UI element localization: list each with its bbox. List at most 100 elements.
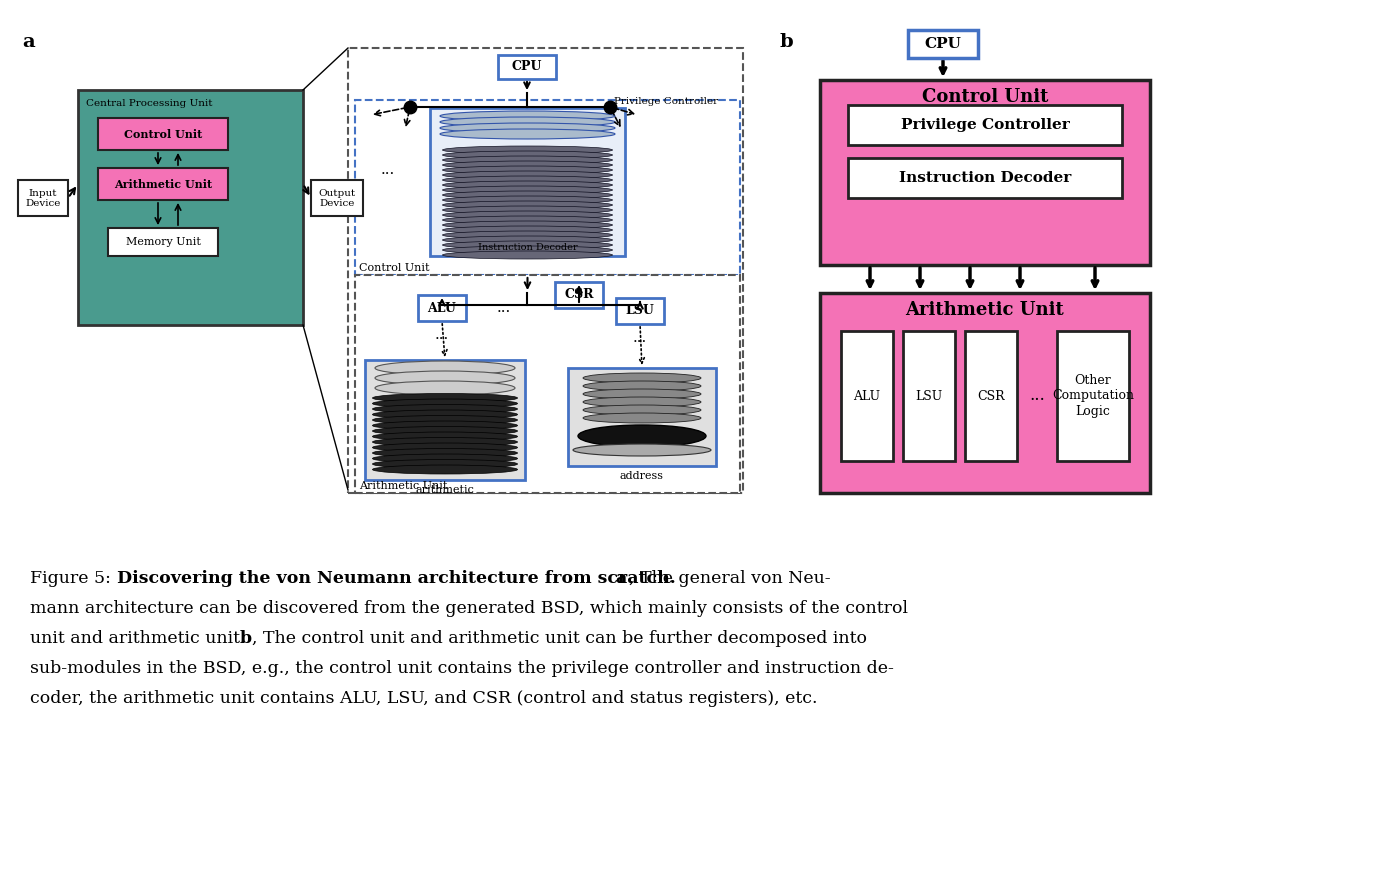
Text: Input: Input [29, 189, 58, 198]
Bar [498, 55, 556, 79]
Ellipse shape [440, 123, 615, 133]
Text: b: b [241, 630, 252, 647]
Text: Memory Unit: Memory Unit [125, 237, 201, 247]
Text: ...: ... [1028, 387, 1045, 405]
Text: Figure 5:: Figure 5: [30, 570, 111, 587]
Ellipse shape [443, 221, 612, 229]
Ellipse shape [443, 161, 612, 169]
Ellipse shape [443, 176, 612, 184]
Bar [418, 295, 466, 321]
Ellipse shape [373, 405, 517, 413]
Ellipse shape [443, 231, 612, 239]
Bar [18, 180, 67, 216]
Ellipse shape [443, 236, 612, 244]
Ellipse shape [373, 432, 517, 441]
Ellipse shape [440, 111, 615, 121]
Ellipse shape [443, 181, 612, 189]
Text: ...: ... [434, 328, 450, 342]
Ellipse shape [583, 389, 701, 399]
Ellipse shape [583, 413, 701, 423]
Ellipse shape [375, 381, 516, 395]
Bar [908, 30, 978, 58]
Text: , The general von Neu-: , The general von Neu- [628, 570, 830, 587]
Bar [355, 275, 740, 493]
Ellipse shape [373, 399, 517, 408]
Ellipse shape [443, 146, 612, 154]
Ellipse shape [443, 246, 612, 254]
Text: Control Unit: Control Unit [921, 88, 1048, 106]
Ellipse shape [443, 211, 612, 219]
Text: Privilege Controller: Privilege Controller [615, 96, 718, 106]
Text: address: address [620, 471, 664, 481]
Text: Control Unit: Control Unit [359, 263, 429, 273]
Text: Instruction Decoder: Instruction Decoder [899, 171, 1071, 185]
Bar [842, 331, 892, 461]
Ellipse shape [578, 425, 705, 447]
Text: Device: Device [25, 198, 60, 207]
Text: CPU: CPU [924, 37, 961, 51]
Bar [98, 118, 228, 150]
Ellipse shape [583, 397, 701, 407]
Text: arithmetic: arithmetic [415, 485, 474, 495]
Text: unit and arithmetic unit.: unit and arithmetic unit. [30, 630, 257, 647]
Text: Instruction Decoder: Instruction Decoder [477, 244, 578, 253]
Ellipse shape [373, 421, 517, 430]
Text: coder, the arithmetic unit contains ALU, LSU, and CSR (control and status regist: coder, the arithmetic unit contains ALU,… [30, 690, 818, 707]
Text: Arithmetic Unit: Arithmetic Unit [359, 481, 447, 491]
Ellipse shape [443, 251, 612, 259]
Ellipse shape [443, 171, 612, 179]
Ellipse shape [373, 410, 517, 419]
Bar [556, 282, 604, 308]
Ellipse shape [443, 166, 612, 174]
Bar [568, 368, 716, 466]
Ellipse shape [373, 443, 517, 452]
Text: Discovering the von Neumann architecture from scratch.: Discovering the von Neumann architecture… [104, 570, 675, 587]
Text: Control Unit: Control Unit [124, 128, 202, 140]
Text: LSU: LSU [916, 390, 943, 403]
Ellipse shape [443, 186, 612, 194]
Text: , The control unit and arithmetic unit can be further decomposed into: , The control unit and arithmetic unit c… [252, 630, 868, 647]
Ellipse shape [443, 201, 612, 209]
Text: ...: ... [496, 301, 512, 315]
Text: Device: Device [319, 198, 355, 207]
Bar [965, 331, 1017, 461]
Ellipse shape [440, 117, 615, 127]
Ellipse shape [583, 405, 701, 415]
Ellipse shape [373, 393, 517, 403]
Ellipse shape [443, 241, 612, 249]
Text: Other
Computation
Logic: Other Computation Logic [1052, 374, 1134, 418]
Ellipse shape [373, 415, 517, 425]
Ellipse shape [583, 381, 701, 391]
Ellipse shape [440, 129, 615, 139]
Text: ALU: ALU [854, 390, 880, 403]
Bar [820, 80, 1150, 265]
Ellipse shape [373, 460, 517, 468]
Bar [616, 298, 664, 324]
Text: b: b [780, 33, 793, 51]
Text: Privilege Controller: Privilege Controller [901, 118, 1070, 132]
Ellipse shape [373, 438, 517, 447]
Bar [848, 158, 1122, 198]
Text: CSR: CSR [978, 390, 1005, 403]
Text: Central Processing Unit: Central Processing Unit [87, 99, 213, 108]
Bar [355, 100, 740, 275]
Text: a: a [615, 570, 626, 587]
Bar [348, 48, 742, 493]
Text: ...: ... [381, 163, 395, 177]
Ellipse shape [373, 427, 517, 435]
Text: ALU: ALU [428, 302, 456, 315]
Text: mann architecture can be discovered from the generated BSD, which mainly consist: mann architecture can be discovered from… [30, 600, 908, 617]
Text: LSU: LSU [626, 304, 654, 317]
Text: Arithmetic Unit: Arithmetic Unit [114, 178, 212, 190]
Bar [311, 180, 363, 216]
Ellipse shape [375, 361, 516, 375]
Text: CSR: CSR [564, 288, 594, 302]
Ellipse shape [373, 465, 517, 474]
Ellipse shape [443, 156, 612, 164]
Bar [430, 108, 626, 256]
Ellipse shape [373, 448, 517, 457]
Ellipse shape [443, 191, 612, 199]
Ellipse shape [373, 454, 517, 463]
Ellipse shape [583, 373, 701, 383]
Bar [820, 293, 1150, 493]
